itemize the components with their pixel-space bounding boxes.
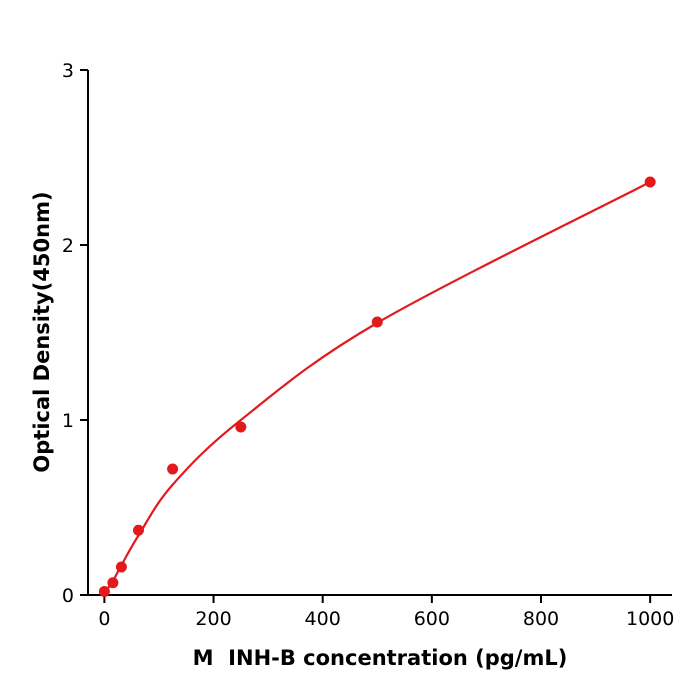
data-point <box>371 316 383 328</box>
x-tick-label: 600 <box>414 608 450 630</box>
data-point <box>132 524 144 536</box>
x-axis-label: M INH-B concentration (pg/mL) <box>192 646 568 670</box>
data-point <box>235 421 247 433</box>
data-point <box>167 463 179 475</box>
data-point <box>98 586 110 597</box>
y-tick-label: 2 <box>62 235 74 257</box>
y-axis-label: Optical Density(450nm) <box>30 191 54 473</box>
y-tick-label: 0 <box>62 585 74 607</box>
x-tick-label: 800 <box>523 608 559 630</box>
data-point <box>644 176 656 188</box>
fit-curve <box>103 181 651 594</box>
x-tick-label: 400 <box>305 608 341 630</box>
data-point <box>115 561 127 573</box>
data-point <box>107 577 119 589</box>
x-tick-label: 0 <box>98 608 110 630</box>
x-tick-label: 1000 <box>626 608 674 630</box>
x-tick-label: 200 <box>195 608 231 630</box>
y-tick-label: 3 <box>62 60 74 82</box>
y-tick-label: 1 <box>62 410 74 432</box>
